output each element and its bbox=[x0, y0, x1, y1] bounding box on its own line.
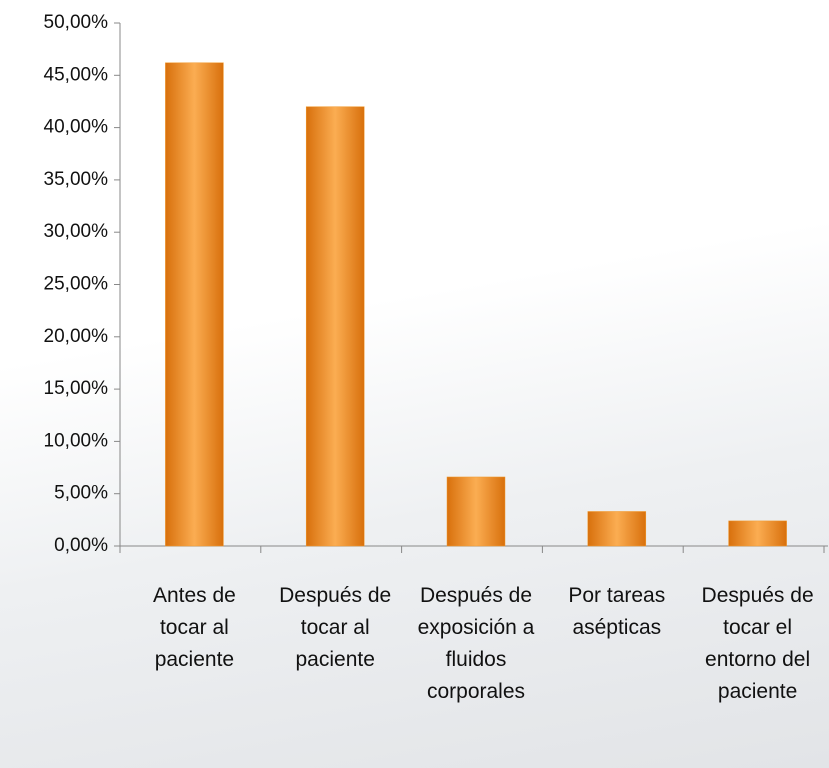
x-tick-label: Después de tocar el entorno del paciente bbox=[694, 580, 822, 708]
x-tick-label: Después de tocar al paciente bbox=[271, 580, 399, 676]
x-tick-label: Por tareas asépticas bbox=[553, 580, 681, 644]
y-tick-label: 15,00% bbox=[44, 378, 109, 399]
bar bbox=[588, 511, 646, 546]
y-tick-label: 35,00% bbox=[44, 169, 109, 190]
y-tick-label: 40,00% bbox=[44, 117, 109, 138]
y-tick-label: 20,00% bbox=[44, 326, 109, 347]
y-tick-label: 25,00% bbox=[44, 274, 109, 295]
bar bbox=[729, 521, 787, 546]
x-tick-label: Después de exposición a fluidos corporal… bbox=[412, 580, 540, 708]
y-tick-label: 50,00% bbox=[44, 12, 109, 33]
y-tick-label: 45,00% bbox=[44, 64, 109, 85]
bar bbox=[306, 107, 364, 546]
chart-page: 0,00% 5,00% 10,00% 15,00% 20,00% 25,00% 30,00%… bbox=[0, 0, 829, 768]
y-tick-label: 10,00% bbox=[44, 430, 109, 451]
bar bbox=[447, 477, 505, 546]
y-tick-label: 5,00% bbox=[54, 483, 108, 504]
y-tick-label: 30,00% bbox=[44, 221, 109, 242]
bar bbox=[165, 63, 223, 546]
x-tick-label: Antes de tocar al paciente bbox=[130, 580, 258, 676]
y-tick-label: 0,00% bbox=[54, 535, 108, 556]
